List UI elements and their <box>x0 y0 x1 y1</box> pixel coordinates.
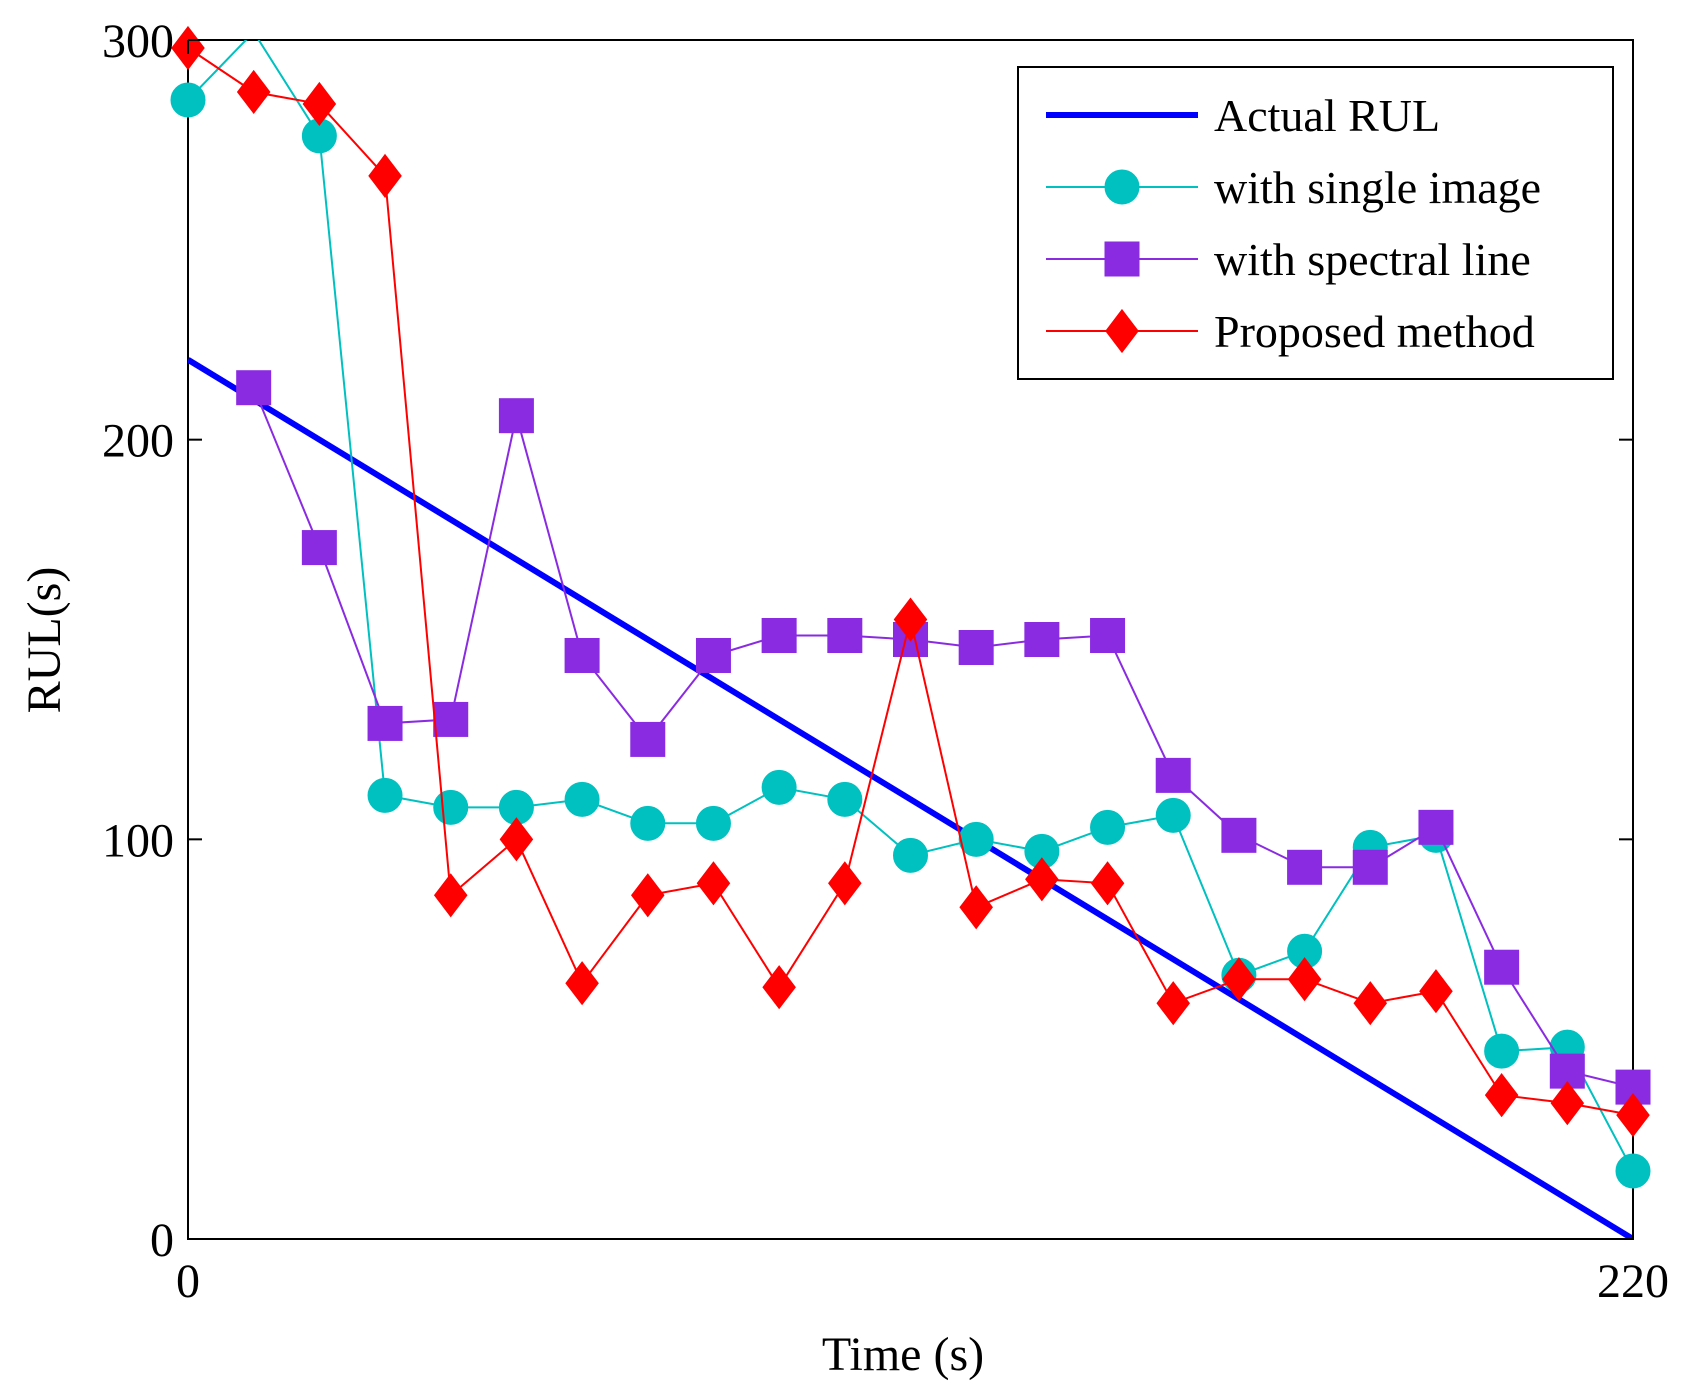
single-image-point <box>893 837 928 873</box>
spectral-line-point <box>1024 622 1060 657</box>
spectral-line-point <box>1287 849 1323 885</box>
proposed-method-point <box>368 153 402 198</box>
plot-area-border <box>187 39 1634 1240</box>
series-spectral-line <box>236 370 1651 1105</box>
proposed-method-point <box>1025 857 1059 902</box>
series-layer <box>170 25 1651 1239</box>
proposed-method-point <box>1550 1081 1585 1126</box>
actual-rul-line <box>188 357 1633 1239</box>
single-image-point <box>367 777 403 813</box>
x-axis-label: Time (s) <box>822 1328 984 1381</box>
proposed-method-point <box>959 885 993 930</box>
plot-frame <box>187 39 1634 1240</box>
spectral-line-point <box>1155 757 1191 793</box>
proposed-method-point <box>302 81 337 127</box>
spectral-line-point <box>1221 817 1257 853</box>
single-image-point <box>827 781 863 817</box>
proposed-method-point <box>499 817 534 862</box>
legend-marker-spectral-line <box>1104 241 1140 277</box>
spectral-line-point <box>958 629 994 665</box>
single-image-point <box>1155 797 1191 833</box>
proposed-method-point <box>1090 861 1125 906</box>
x-tick-label: 220 <box>1597 1255 1669 1308</box>
single-image-point <box>1484 1033 1520 1069</box>
single-image-point <box>433 789 469 825</box>
spectral-line-point <box>1090 618 1126 654</box>
proposed-method-point <box>630 873 665 918</box>
spectral-line-point <box>564 637 600 673</box>
series-single-image <box>170 40 1651 1189</box>
legend-label-single-image: with single image <box>1214 162 1541 213</box>
series-proposed-method <box>171 25 1650 1138</box>
y-tick-label: 200 <box>102 415 174 468</box>
spectral-line-point <box>630 721 666 757</box>
proposed-method-point <box>1222 957 1256 1002</box>
spectral-line-point <box>761 618 797 654</box>
tick-layer: 0 100 200 300 0 220 <box>102 15 1669 1308</box>
single-image-point <box>170 82 206 118</box>
series-actual-rul <box>188 357 1633 1239</box>
spectral-line-point <box>236 370 272 406</box>
spectral-line-point <box>827 618 863 654</box>
y-tick-label: 100 <box>102 814 174 867</box>
legend-marker-single-image <box>1104 169 1140 205</box>
proposed-method-point <box>696 861 731 906</box>
spectral-line-point <box>301 530 337 566</box>
spectral-line-point <box>1352 849 1388 885</box>
y-tick-label: 300 <box>102 15 174 68</box>
proposed-method-point <box>433 873 468 918</box>
spectral-line-point <box>433 701 469 737</box>
legend-marker-proposed-method <box>1105 308 1139 354</box>
single-image-point <box>564 781 600 817</box>
legend: Actual RUL with single image with spectral… <box>1017 66 1614 380</box>
single-image-point <box>1090 809 1126 845</box>
y-tick-label: 0 <box>150 1214 174 1267</box>
spectral-line-point <box>1418 809 1454 845</box>
proposed-method-point <box>762 965 796 1010</box>
spectral-line-point <box>1484 949 1520 985</box>
x-tick-label: 0 <box>176 1255 200 1308</box>
proposed-method-point <box>1156 981 1191 1026</box>
single-image-point <box>761 769 797 805</box>
proposed-method-point <box>828 861 862 906</box>
spectral-line-point <box>498 398 534 434</box>
proposed-method-point <box>1287 957 1322 1002</box>
proposed-method-point <box>236 69 271 115</box>
single-image-point <box>958 821 994 857</box>
proposed-method-point <box>1484 1073 1519 1118</box>
spectral-line-line <box>252 387 1633 1089</box>
single-image-point <box>1615 1153 1651 1189</box>
proposed-method-point <box>1616 1093 1650 1138</box>
spectral-line-point <box>695 637 731 673</box>
proposed-method-point <box>565 961 599 1006</box>
proposed-method-point <box>1353 981 1388 1026</box>
proposed-method-point <box>1419 969 1453 1014</box>
legend-label-spectral-line: with spectral line <box>1214 234 1531 285</box>
legend-label-proposed-method: Proposed method <box>1214 306 1535 357</box>
y-axis-label: RUL(s) <box>18 567 71 714</box>
legend-label-actual-rul: Actual RUL <box>1214 90 1440 141</box>
proposed-method-point <box>893 597 928 642</box>
single-image-point <box>630 805 666 841</box>
spectral-line-point <box>367 705 403 741</box>
single-image-point <box>695 805 731 841</box>
